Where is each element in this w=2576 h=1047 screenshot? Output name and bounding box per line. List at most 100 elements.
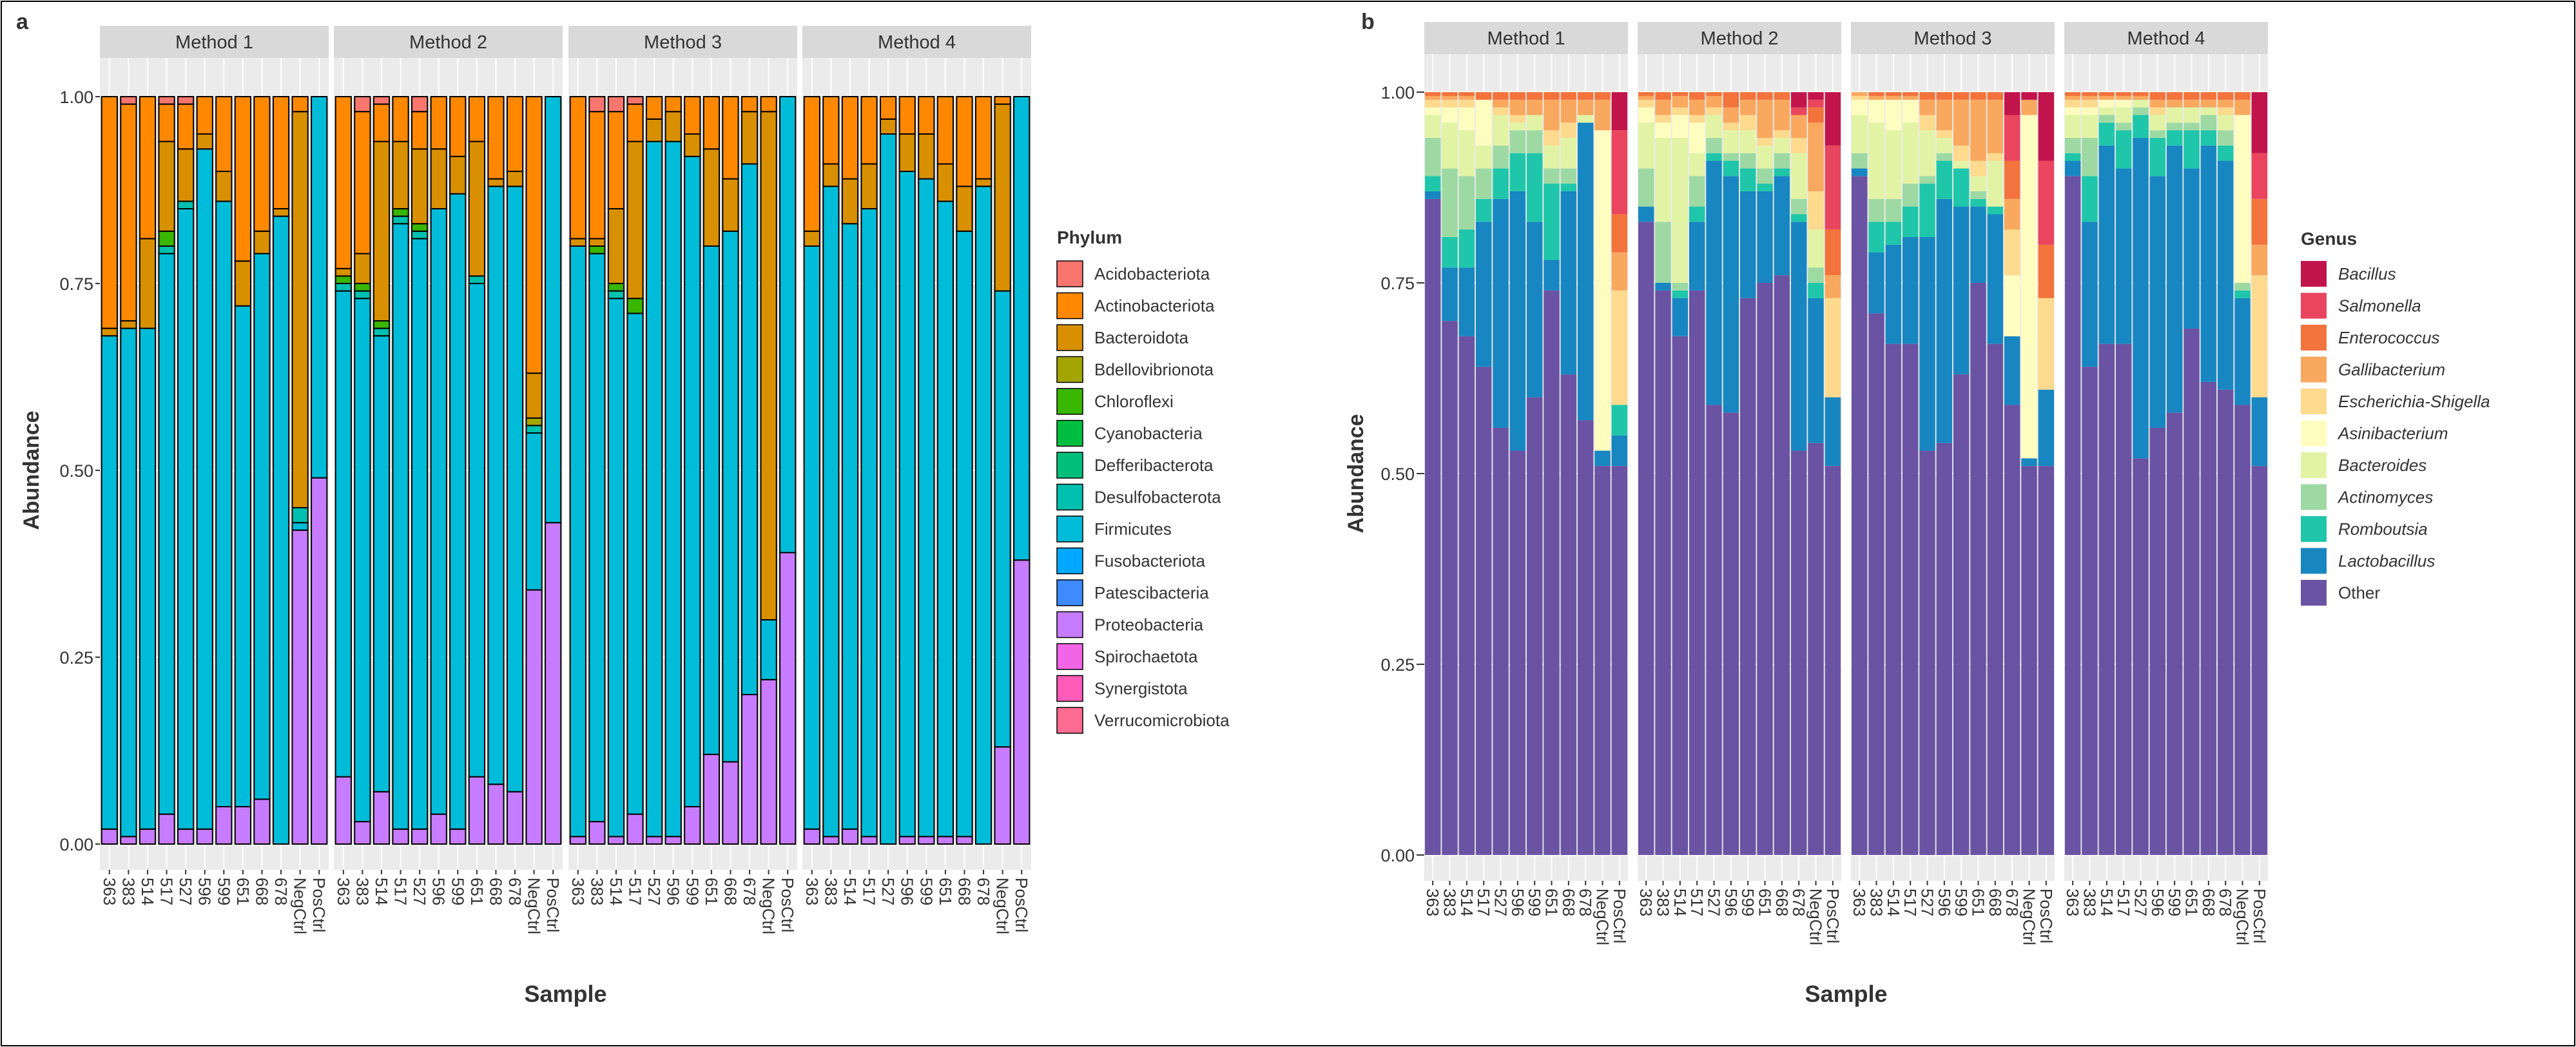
bar-segment-enterococcus: [2133, 92, 2149, 96]
bar-segment-asinibacterium: [1655, 122, 1671, 139]
bar-segment-bacteroides: [1689, 153, 1705, 177]
bar-sample-363: [803, 96, 820, 845]
x-tick-label: 363: [100, 878, 119, 905]
bar-segment-bacteroidota: [234, 260, 252, 307]
bar-segment-lactobacillus: [1689, 222, 1705, 291]
bar-segment-escherichia-shigella: [1611, 290, 1628, 405]
bar-sample-599: [1953, 92, 1970, 855]
bar-segment-other: [2004, 405, 2020, 855]
x-tick-label: 678: [1576, 889, 1595, 916]
bar-segment-lactobacillus: [1594, 450, 1611, 466]
bar-segment-actinomyces: [1851, 153, 1868, 169]
bar-segment-acidobacteriota: [120, 96, 137, 105]
x-tick-label: 668: [252, 878, 271, 905]
bar-segment-actinomyces: [1774, 153, 1790, 169]
x-tick-label: 383: [1867, 889, 1886, 916]
bar-segment-romboutsia: [1672, 290, 1689, 298]
bar-sample-negctrl: [994, 96, 1011, 845]
x-tick-label: 678: [271, 878, 291, 905]
bar-segment-bacteroides: [1987, 160, 2004, 207]
bar-sample-678: [506, 96, 524, 845]
bar-segment-enterococcus: [2217, 92, 2234, 100]
bar-sample-383: [354, 96, 371, 845]
x-tick-label: 363: [568, 878, 588, 905]
bar-segment-other: [1655, 290, 1671, 856]
bar-segment-bacteroidota: [120, 320, 137, 329]
bar-sample-678: [974, 96, 993, 845]
bar-segment-asinibacterium: [2021, 115, 2037, 459]
bar-segment-actinomyces: [2082, 138, 2098, 177]
bar-segment-bacteroides: [1475, 145, 1492, 169]
bar-segment-romboutsia: [1493, 168, 1509, 199]
x-tick-label: 596: [1721, 889, 1741, 916]
bar-segment-bacteroides: [1655, 138, 1671, 222]
y-tick-label: 0.00: [59, 835, 93, 854]
bar-sample-posctrl: [311, 96, 328, 845]
bar-segment-bacteroides: [2149, 115, 2166, 131]
bar-segment-desulfobacterota: [291, 507, 309, 524]
bar-segment-romboutsia: [2200, 130, 2217, 146]
bar-segment-actinomyces: [1706, 138, 1722, 153]
facet-strip: [1638, 22, 1841, 54]
bar-segment-bdellovibrionota: [525, 417, 543, 427]
bar-segment-gallibacterium: [1919, 99, 1935, 115]
bar-segment-asinibacterium: [1442, 107, 1458, 123]
bar-segment-gallibacterium: [1706, 95, 1722, 108]
bar-segment-proteobacteria: [253, 798, 271, 845]
legend-key: [2301, 293, 2327, 319]
bar-segment-proteobacteria: [234, 806, 252, 845]
x-tick-label: 514: [2097, 889, 2116, 916]
bar-segment-romboutsia: [1475, 198, 1492, 222]
bar-segment-actinomyces: [1919, 176, 1935, 184]
bar-segment-actinobacteriota: [291, 96, 309, 113]
x-tick-label: 383: [353, 878, 372, 905]
bar-segment-lactobacillus: [2021, 458, 2037, 466]
bar-segment-gallibacterium: [2217, 99, 2234, 108]
legend-key: [2301, 420, 2327, 447]
bar-segment-firmicutes: [664, 140, 682, 838]
bar-segment-gallibacterium: [1902, 95, 1919, 100]
bar-segment-bacteroidota: [760, 111, 777, 620]
bar-segment-other: [2251, 466, 2268, 855]
bar-sample-527: [411, 96, 429, 845]
bar-segment-bacteroides: [1790, 153, 1807, 199]
bar-segment-enterococcus: [2149, 92, 2166, 100]
legend-label: Actinomyces: [2337, 488, 2433, 507]
x-tick-label: 651: [1756, 889, 1775, 916]
bar-segment-asinibacterium: [1689, 122, 1705, 153]
bar-segment-proteobacteria: [569, 836, 586, 845]
legend-label: Actinobacteriota: [1094, 296, 1215, 316]
x-tick-label: PosCtrl: [2037, 889, 2056, 943]
bar-sample-363: [1424, 92, 1441, 855]
bar-segment-firmicutes: [411, 238, 429, 830]
chart-phylum-panel-a: a Abundance Sample 0.00 0.25 0.50 0.75 1.00 Meth…: [16, 10, 1230, 1007]
bar-segment-enterococcus: [1509, 92, 1526, 100]
x-tick-label: PosCtrl: [1823, 889, 1843, 943]
x-tick-label: 596: [2148, 889, 2167, 916]
x-tick-label: 517: [860, 878, 879, 905]
bar-segment-lactobacillus: [1638, 206, 1654, 222]
bar-segment-actinomyces: [2166, 122, 2183, 131]
bar-segment-romboutsia: [2217, 145, 2234, 161]
bar-segment-firmicutes: [487, 186, 505, 785]
x-tick-label: PosCtrl: [309, 878, 329, 932]
bar-sample-514: [841, 96, 859, 845]
bar-segment-other: [1526, 397, 1543, 855]
x-tick-label: 651: [2182, 889, 2202, 916]
x-tick-label: 678: [2216, 889, 2235, 916]
bar-segment-actinobacteriota: [626, 103, 644, 142]
bar-segment-gallibacterium: [1808, 122, 1824, 191]
bar-segment-actinobacteriota: [936, 96, 954, 165]
bar-segment-enterococcus: [1953, 92, 1970, 100]
facet-title: Method 4: [878, 32, 956, 53]
bar-segment-bacteroides: [1868, 122, 1884, 199]
x-tick-label: 651: [1542, 889, 1562, 916]
bar-segment-bacteroides: [2200, 107, 2217, 115]
bar-segment-proteobacteria: [487, 783, 505, 845]
bar-segment-enterococcus: [1526, 92, 1543, 100]
x-tick-label: 668: [1559, 889, 1578, 916]
panel-background: [568, 58, 797, 870]
bar-segment-other: [1458, 336, 1475, 855]
legend-key: [1056, 324, 1083, 351]
x-tick-label: 517: [1474, 889, 1493, 916]
